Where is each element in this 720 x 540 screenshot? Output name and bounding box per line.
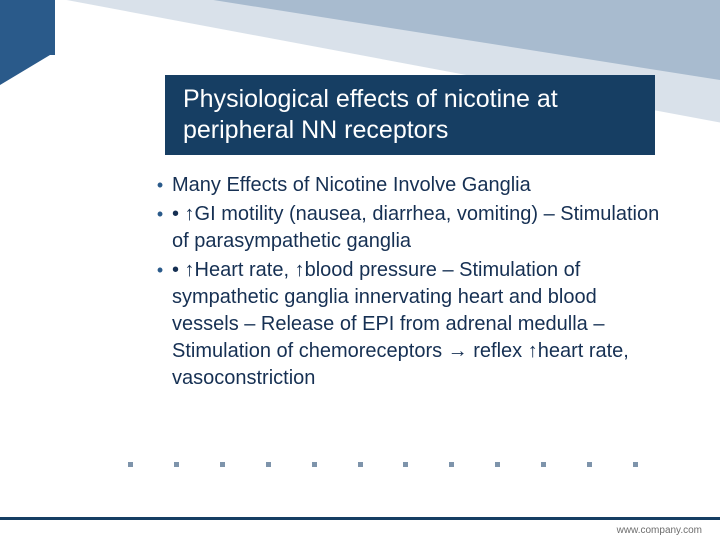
decor-dot bbox=[449, 462, 454, 467]
triangle-bg-1 bbox=[0, 0, 720, 80]
decor-dot bbox=[358, 462, 363, 467]
bullet-row: • • ↑Heart rate, ↑blood pressure – Stimu… bbox=[148, 257, 668, 392]
decor-dot bbox=[403, 462, 408, 467]
bullet-mark: • bbox=[148, 201, 172, 228]
corner-notch bbox=[0, 0, 55, 85]
bullet-text: • ↑GI motility (nausea, diarrhea, vomiti… bbox=[172, 201, 668, 255]
footer-text: www.company.com bbox=[617, 525, 702, 536]
corner-notch-tri bbox=[0, 52, 55, 85]
footer-line bbox=[0, 517, 720, 520]
decor-dot bbox=[128, 462, 133, 467]
corner-notch-square bbox=[0, 0, 55, 55]
title-box: Physiological effects of nicotine at per… bbox=[165, 75, 655, 155]
decor-dot bbox=[541, 462, 546, 467]
bullet-row: • • ↑GI motility (nausea, diarrhea, vomi… bbox=[148, 201, 668, 255]
decor-dot bbox=[266, 462, 271, 467]
bullet-mark: • bbox=[148, 257, 172, 284]
decor-dot bbox=[174, 462, 179, 467]
bullet-text: Many Effects of Nicotine Involve Ganglia bbox=[172, 172, 531, 199]
dot-row bbox=[128, 462, 638, 472]
decor-dot bbox=[587, 462, 592, 467]
bullet-mark: • bbox=[148, 172, 172, 199]
decor-dot bbox=[633, 462, 638, 467]
decor-dot bbox=[495, 462, 500, 467]
bullet-text: • ↑Heart rate, ↑blood pressure – Stimula… bbox=[172, 257, 668, 392]
decor-dot bbox=[312, 462, 317, 467]
slide-title: Physiological effects of nicotine at per… bbox=[183, 84, 637, 147]
slide: Physiological effects of nicotine at per… bbox=[0, 0, 720, 540]
decor-dot bbox=[220, 462, 225, 467]
body: •Many Effects of Nicotine Involve Gangli… bbox=[148, 172, 668, 394]
bullet-row: •Many Effects of Nicotine Involve Gangli… bbox=[148, 172, 668, 199]
